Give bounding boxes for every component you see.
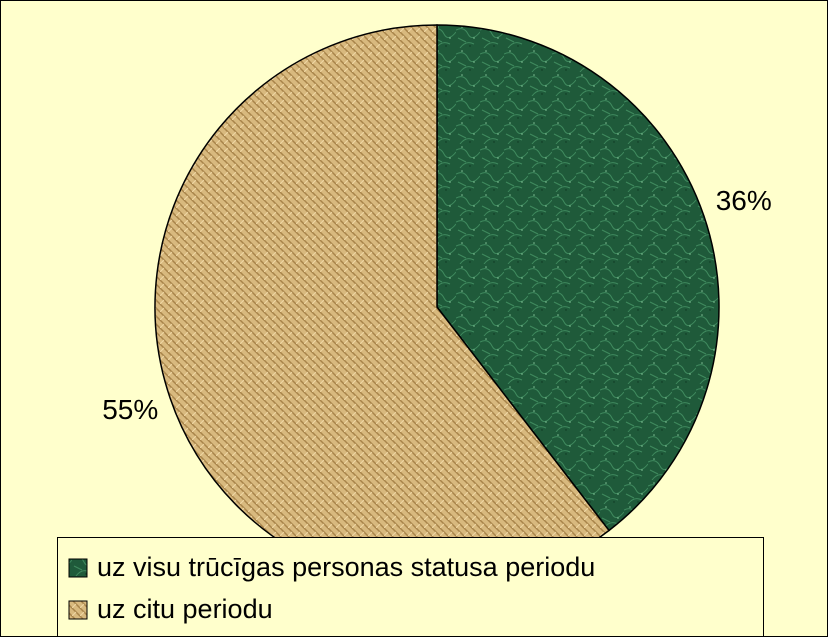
legend-label: uz citu periodu bbox=[97, 594, 273, 624]
pie bbox=[154, 24, 720, 590]
value-label: 55% bbox=[102, 394, 158, 425]
legend-swatch bbox=[68, 600, 88, 620]
value-labels: 36% 55% bbox=[102, 185, 772, 425]
legend-label: uz visu trūcīgas personas statusa period… bbox=[97, 552, 595, 582]
legend-box bbox=[57, 537, 764, 637]
legend: uz visu trūcīgas personas statusa period… bbox=[57, 537, 764, 637]
legend-swatch bbox=[68, 558, 88, 578]
value-label: 36% bbox=[716, 185, 772, 216]
pie-slice bbox=[436, 24, 720, 532]
